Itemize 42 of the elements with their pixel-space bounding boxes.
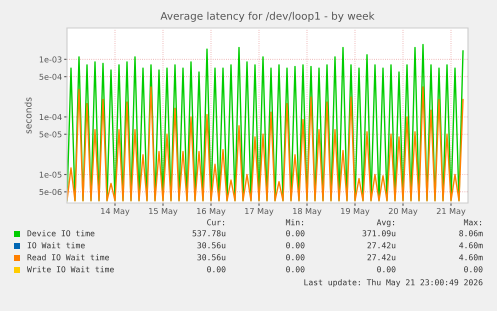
- x-tick-label: 15 May: [149, 208, 178, 216]
- text: 0.00: [286, 254, 304, 260]
- text: 27.42u: [368, 242, 396, 248]
- text: Cur:: [207, 219, 224, 226]
- chart-title: Average latency for /dev/loop1 - by week: [160, 12, 375, 22]
- x-tick-label: 16 May: [197, 208, 226, 216]
- x-tick-label: 19 May: [341, 208, 370, 216]
- y-tick-label: 5e-04: [40, 74, 62, 80]
- text: 27.42u: [368, 254, 396, 260]
- text: 4.60m: [459, 242, 483, 248]
- text: Min:: [286, 219, 304, 226]
- x-tick-label: 21 May: [436, 208, 466, 216]
- x-tick-label: 18 May: [293, 208, 322, 216]
- text: 0.00: [377, 266, 396, 272]
- legend-label: Device IO time: [28, 230, 94, 236]
- text: 8.06m: [459, 230, 483, 236]
- text: 30.56u: [197, 254, 226, 260]
- text: Avg:: [376, 219, 394, 227]
- text: 0.00: [464, 266, 482, 272]
- text: 30.56u: [197, 242, 226, 248]
- text: 537.78u: [192, 230, 226, 236]
- line-series: [67, 86, 464, 202]
- y-tick-label: 1e-03: [40, 56, 62, 63]
- x-tick-label: 20 May: [388, 208, 418, 216]
- y-tick-label: 5e-05: [40, 131, 62, 138]
- legend-label: Write IO Wait time: [27, 266, 114, 272]
- text: Last update: Thu May 21 23:00:49 2026: [304, 279, 482, 287]
- text: Max:: [464, 219, 482, 226]
- y-tick-label: 1e-05: [40, 172, 62, 178]
- text: 0.00: [207, 266, 226, 272]
- text: 0.00: [286, 266, 304, 272]
- text: 371.09u: [362, 230, 396, 236]
- text: 4.60m: [459, 254, 483, 260]
- y-tick-label: 1e-04: [40, 114, 62, 120]
- y-axis-title: seconds: [24, 97, 32, 134]
- legend-label: IO Wait time: [28, 242, 85, 248]
- legend-label: Read IO Wait time: [28, 254, 109, 260]
- text: 0.00: [286, 230, 304, 236]
- text: 0.00: [286, 242, 304, 248]
- y-tick-label: 5e-06: [40, 188, 62, 196]
- x-tick-label: 14 May: [101, 208, 130, 216]
- x-tick-label: 17 May: [245, 208, 274, 216]
